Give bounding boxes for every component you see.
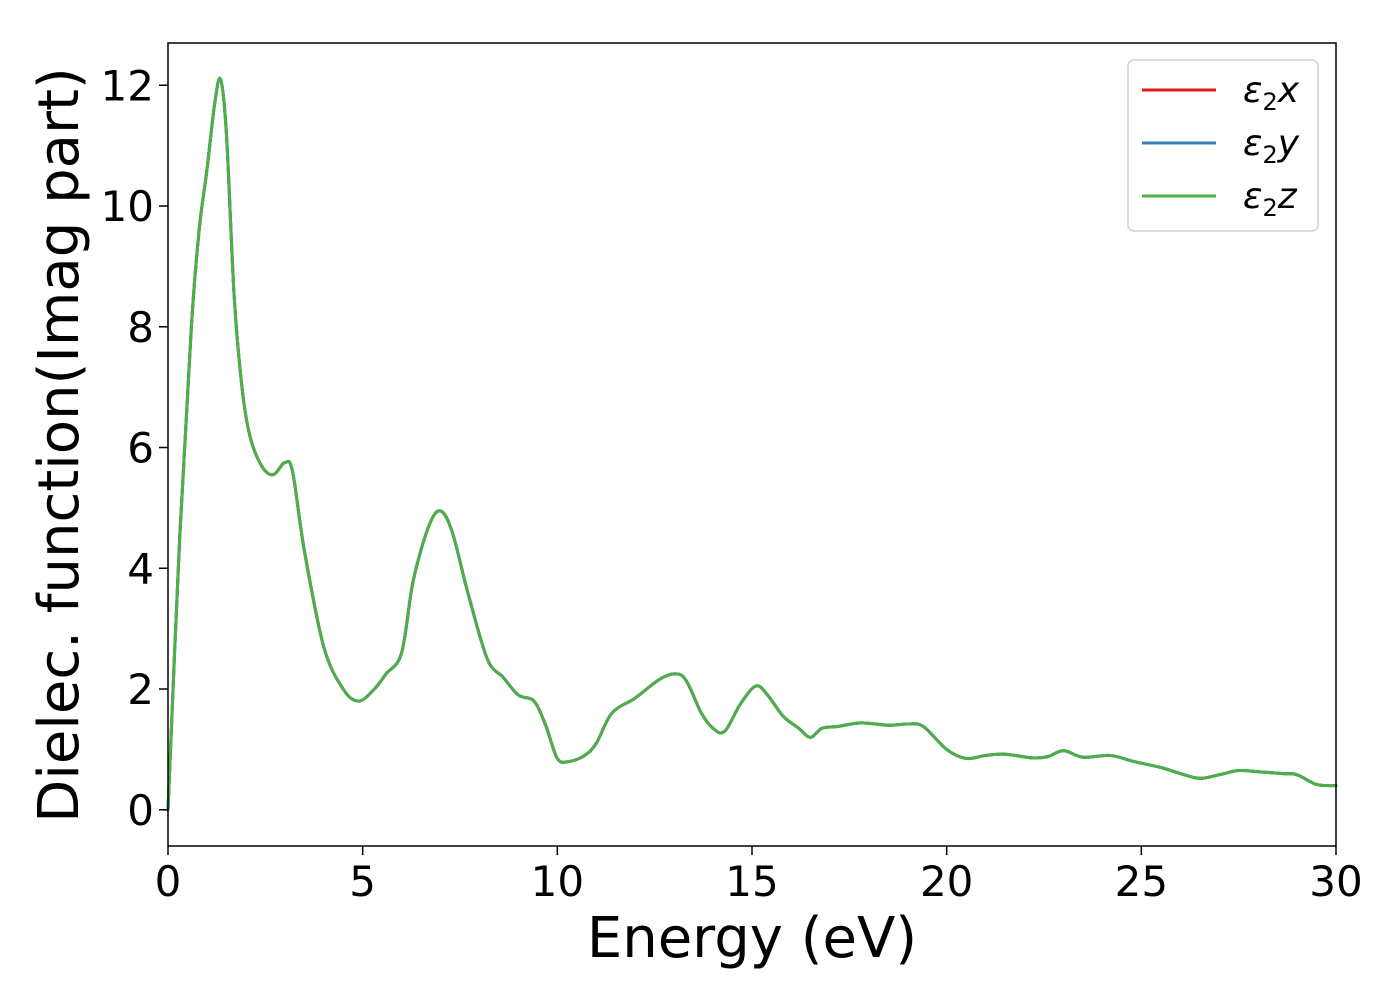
legend: ε2x ε2y ε2z (1127, 59, 1319, 232)
y-tick-label: 2 (127, 665, 154, 714)
x-tick-label: 20 (920, 857, 973, 906)
x-tick-label: 0 (155, 857, 182, 906)
legend-box (1127, 59, 1319, 232)
legend-label-y: ε2y (1243, 123, 1300, 169)
y-axis-ticks: 0 2 4 6 8 10 12 (101, 61, 168, 835)
x-tick-label: 5 (349, 857, 376, 906)
legend-label-x: ε2x (1243, 70, 1300, 116)
y-axis-label: Dielec. function(Imag part) (27, 67, 92, 823)
y-tick-label: 6 (127, 424, 154, 473)
y-tick-label: 8 (127, 303, 154, 352)
y-tick-label: 0 (127, 786, 154, 835)
y-tick-label: 12 (101, 61, 154, 110)
x-axis-ticks: 0 5 10 15 20 25 30 (155, 846, 1363, 906)
legend-label-z: ε2z (1243, 176, 1298, 222)
x-tick-label: 15 (725, 857, 778, 906)
series-line-3 (166, 76, 1338, 812)
y-tick-label: 10 (101, 182, 154, 231)
series-layer (166, 76, 1338, 812)
y-tick-label: 4 (127, 544, 154, 593)
x-tick-label: 25 (1115, 857, 1168, 906)
x-tick-label: 30 (1309, 857, 1362, 906)
x-axis-label: Energy (eV) (587, 906, 917, 971)
x-tick-label: 10 (531, 857, 584, 906)
